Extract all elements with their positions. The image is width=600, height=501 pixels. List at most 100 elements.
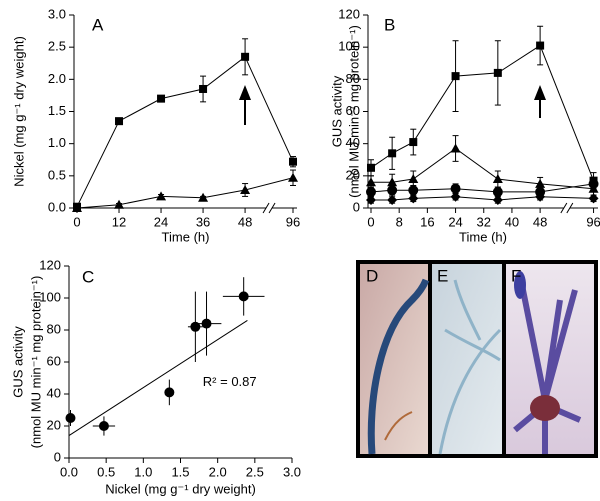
y-tick-label: 0.5 — [48, 167, 66, 182]
x-tick-label: 1.5 — [171, 464, 189, 479]
photo-panels: D E F — [356, 260, 598, 458]
x-tick-label: 48 — [238, 214, 252, 229]
marker — [387, 185, 398, 196]
marker — [588, 178, 599, 189]
x-tick-label: 24 — [448, 214, 462, 229]
x-axis-label: Nickel (mg g⁻¹ dry weight) — [105, 481, 256, 496]
marker — [288, 172, 299, 182]
panel-letter: D — [366, 266, 378, 285]
panel-letter: B — [384, 15, 395, 34]
panel-letter: C — [82, 267, 94, 286]
marker — [409, 138, 418, 147]
y-tick-label: 2.0 — [48, 71, 66, 86]
anther — [514, 271, 526, 299]
x-tick-label: 40 — [505, 214, 519, 229]
x-tick-label: 24 — [154, 214, 168, 229]
marker — [535, 191, 546, 202]
x-tick-label: 0 — [73, 214, 80, 229]
x-axis-label: Time (h) — [162, 229, 210, 244]
y-tick-label: 80 — [346, 71, 360, 86]
series-line — [371, 196, 594, 201]
x-tick-label: 12 — [112, 214, 126, 229]
marker — [114, 199, 125, 209]
point — [65, 413, 76, 423]
marker — [289, 157, 298, 166]
y-tick-label: 100 — [39, 289, 61, 304]
marker — [387, 177, 398, 187]
y-tick-label: 2.5 — [48, 39, 66, 54]
marker — [493, 68, 502, 77]
marker — [240, 184, 251, 194]
x-tick-label: 3.0 — [283, 464, 301, 479]
y-axis-label: (nmol MU min⁻¹ mg protein⁻¹) — [28, 276, 43, 449]
x-tick-label: 1.0 — [134, 464, 152, 479]
marker — [366, 177, 376, 187]
leaf-veins — [438, 279, 502, 455]
marker — [408, 185, 419, 196]
y-tick-label: 0 — [353, 199, 360, 214]
x-tick-label: 2.0 — [209, 464, 227, 479]
y-tick-label: 80 — [47, 321, 61, 336]
marker — [450, 143, 461, 153]
marker — [367, 163, 375, 172]
y-tick-label: 60 — [346, 103, 360, 118]
x-tick-label: 48 — [533, 214, 547, 229]
root — [367, 278, 430, 455]
marker — [157, 94, 166, 103]
y-tick-label: 120 — [39, 257, 61, 272]
marker — [492, 174, 503, 184]
series-line — [371, 147, 594, 190]
photo-e — [432, 264, 502, 454]
x-tick-label: 2.5 — [246, 464, 264, 479]
marker — [115, 117, 124, 126]
arrow-head — [239, 85, 251, 100]
panel-letter: F — [511, 266, 521, 285]
series-line — [370, 183, 594, 193]
marker — [492, 186, 503, 197]
y-tick-label: 0 — [54, 449, 61, 464]
axis-break — [560, 202, 568, 214]
marker — [241, 52, 250, 61]
x-tick-label: 0 — [367, 214, 374, 229]
y-tick-label: 1.0 — [48, 135, 66, 150]
arrow-head — [534, 85, 546, 100]
point — [98, 421, 109, 431]
panel-letter: E — [437, 266, 448, 285]
marker — [536, 41, 545, 50]
marker — [366, 194, 376, 205]
axis-break-gap — [563, 205, 570, 211]
marker — [450, 191, 461, 202]
y-axis-label: GUS activity — [10, 326, 25, 398]
point — [164, 387, 175, 398]
x-tick-label: 8 — [396, 214, 403, 229]
y-tick-label: 60 — [47, 353, 61, 368]
marker — [492, 194, 503, 205]
marker — [156, 191, 167, 201]
x-axis-label: Time (h) — [459, 229, 507, 244]
axis-break — [566, 202, 574, 214]
series-line — [76, 56, 294, 207]
marker — [198, 192, 209, 202]
axis-break — [262, 202, 270, 214]
y-tick-label: 1.5 — [48, 103, 66, 118]
y-tick-label: 0.0 — [48, 199, 66, 214]
y-axis-label: (nmol MU min⁻¹ mg protein⁻¹) — [346, 25, 361, 198]
point — [201, 318, 212, 329]
axis-break — [268, 202, 276, 214]
series-line — [76, 177, 294, 209]
panel-letter: A — [92, 15, 104, 34]
x-tick-label: 16 — [420, 214, 434, 229]
x-tick-label: 0.0 — [60, 464, 78, 479]
y-tick-label: 40 — [47, 385, 61, 400]
x-tick-label: 32 — [477, 214, 491, 229]
flower-stems — [513, 274, 582, 454]
y-tick-label: 20 — [346, 167, 360, 182]
x-tick-label: 0.5 — [97, 464, 115, 479]
flower-base — [530, 395, 560, 421]
x-tick-label: 36 — [196, 214, 210, 229]
y-tick-label: 40 — [346, 135, 360, 150]
annotation: R² = 0.87 — [203, 374, 257, 389]
marker — [72, 203, 82, 212]
y-axis-label: GUS activity — [329, 75, 344, 147]
